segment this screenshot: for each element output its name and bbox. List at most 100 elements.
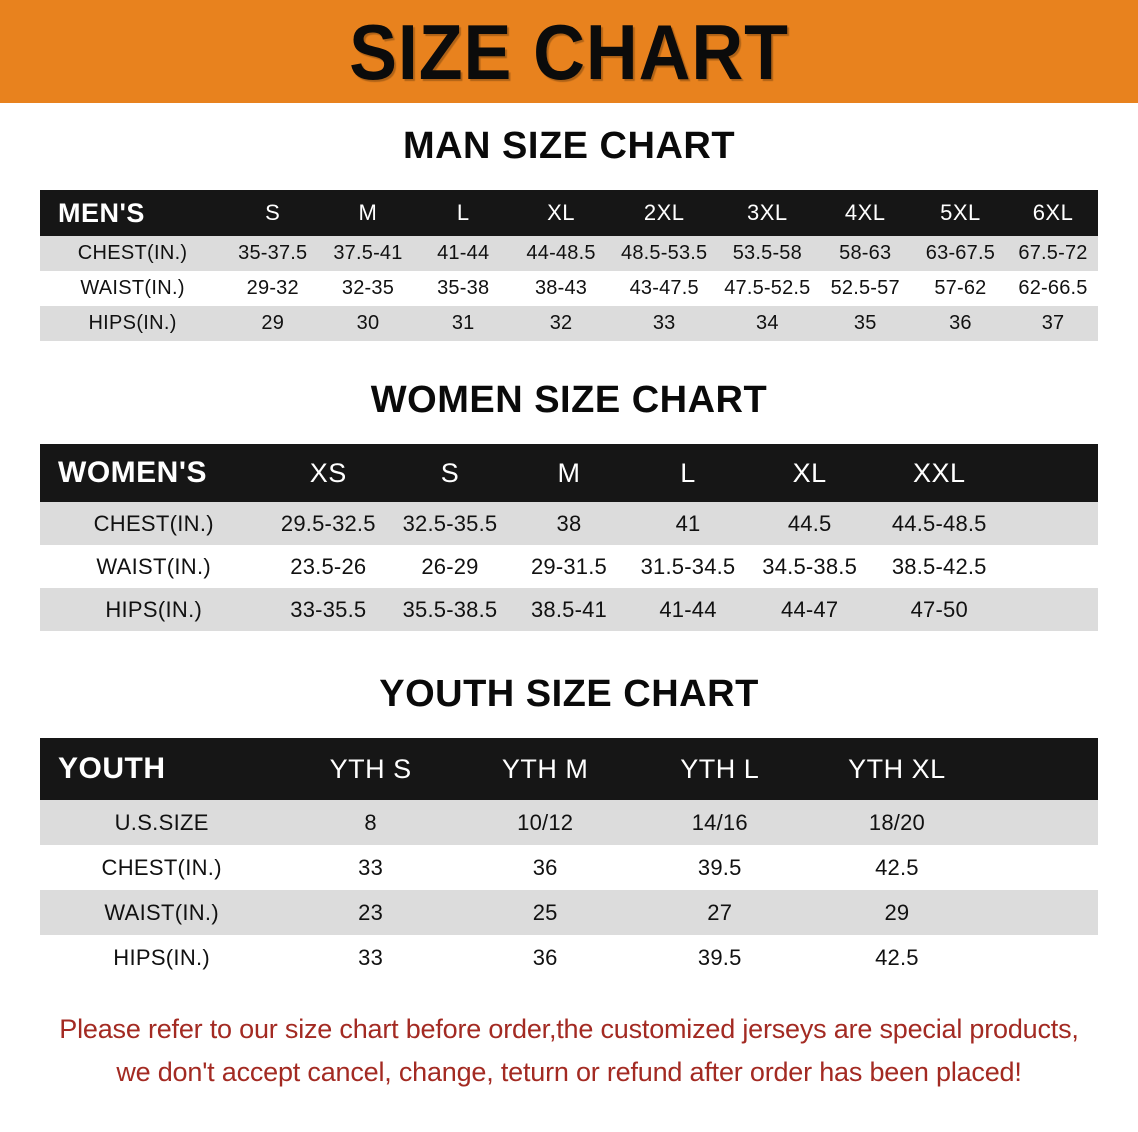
table-row: HIPS(IN.) 33-35.5 35.5-38.5 38.5-41 41-4…	[40, 588, 1098, 631]
women-col-header-empty	[1008, 444, 1098, 502]
cell-empty	[987, 800, 1098, 845]
cell: 57-62	[934, 277, 987, 299]
cell: 35	[853, 312, 877, 334]
women-section-title: WOMEN SIZE CHART	[370, 379, 768, 421]
table-row: HIPS(IN.) 29 30 31 32 33 34 35 36 37	[40, 306, 1098, 341]
cell: 41-44	[659, 596, 717, 622]
man-col-header: L	[456, 200, 470, 225]
cell: 29	[884, 899, 910, 925]
man-col-header: S	[265, 200, 281, 225]
cell: 44-47	[781, 596, 839, 622]
youth-table-header-row: YOUTH YTH S YTH M YTH L YTH XL	[40, 738, 1098, 800]
cell: 42.5	[875, 944, 919, 970]
cell: 58-63	[839, 242, 892, 264]
cell: 32	[549, 312, 573, 334]
cell: 36	[532, 944, 558, 970]
cell: 44-48.5	[526, 242, 596, 264]
cell: 37	[1041, 312, 1065, 334]
youth-section-title: YOUTH SIZE CHART	[379, 673, 759, 715]
cell: 47.5-52.5	[724, 277, 811, 299]
cell: 32.5-35.5	[402, 510, 498, 536]
table-row: HIPS(IN.) 33 36 39.5 42.5	[40, 935, 1098, 980]
cell: 47-50	[910, 596, 968, 622]
cell: 23.5-26	[290, 553, 367, 579]
disclaimer-line-1: Please refer to our size chart before or…	[59, 1014, 1079, 1044]
cell: 38.5-41	[530, 596, 607, 622]
row-label: WAIST(IN.)	[104, 899, 219, 925]
cell-empty	[987, 845, 1098, 890]
cell: 29-31.5	[530, 553, 607, 579]
table-row: CHEST(IN.) 29.5-32.5 32.5-35.5 38 41 44.…	[40, 502, 1098, 545]
man-col-header: 6XL	[1032, 200, 1074, 225]
page-banner: SIZE CHART	[0, 0, 1138, 103]
page-title: SIZE CHART	[349, 7, 789, 96]
disclaimer-line-2: we don't accept cancel, change, teturn o…	[116, 1057, 1022, 1088]
cell: 31.5-34.5	[640, 553, 736, 579]
women-size-table: WOMEN'S XS S M L XL XXL CHEST(IN.) 29.5-…	[40, 444, 1098, 631]
table-row: WAIST(IN.) 23 25 27 29	[40, 890, 1098, 935]
row-label: WAIST(IN.)	[96, 553, 212, 579]
cell: 35-38	[437, 277, 490, 299]
cell: 29-32	[246, 277, 299, 299]
cell-empty	[1008, 545, 1098, 588]
cell: 39.5	[697, 854, 742, 880]
cell: 27	[707, 899, 733, 925]
youth-col-header: YTH M	[501, 753, 589, 784]
cell: 10/12	[517, 809, 574, 835]
cell: 26-29	[421, 553, 479, 579]
women-col-header: S	[440, 457, 460, 488]
cell: 18/20	[868, 809, 925, 835]
cell: 37.5-41	[333, 242, 403, 264]
cell: 44.5-48.5	[891, 510, 987, 536]
youth-corner-label: YOUTH	[58, 752, 166, 785]
cell: 41-44	[437, 242, 490, 264]
women-col-header: XL	[792, 457, 827, 488]
cell: 53.5-58	[732, 242, 802, 264]
women-col-header: XS	[309, 457, 347, 488]
man-col-header: 3XL	[747, 200, 788, 225]
row-label: HIPS(IN.)	[113, 944, 211, 970]
women-table-header-row: WOMEN'S XS S M L XL XXL	[40, 444, 1098, 502]
cell: 23	[358, 899, 384, 925]
man-table-header-row: MEN'S S M L XL 2XL 3XL 4XL 5XL 6XL	[40, 190, 1098, 236]
disclaimer-text: Please refer to our size chart before or…	[24, 1008, 1114, 1094]
youth-col-header-empty	[987, 738, 1098, 800]
youth-size-table: YOUTH YTH S YTH M YTH L YTH XL U.S.SIZE …	[40, 738, 1098, 980]
man-table-wrap: MEN'S S M L XL 2XL 3XL 4XL 5XL 6XL CHEST…	[40, 190, 1098, 341]
cell: 30	[356, 312, 380, 334]
cell: 41	[675, 510, 701, 536]
cell: 31	[451, 312, 475, 334]
women-col-header: L	[680, 457, 696, 488]
cell: 29.5-32.5	[280, 510, 376, 536]
women-col-header: XXL	[912, 457, 966, 488]
man-corner-label: MEN'S	[58, 197, 145, 228]
cell: 63-67.5	[925, 242, 996, 264]
women-corner-label: WOMEN'S	[58, 456, 207, 489]
man-section-title: MAN SIZE CHART	[402, 125, 736, 167]
cell: 29	[261, 312, 285, 334]
cell: 36	[532, 854, 558, 880]
table-row: U.S.SIZE 8 10/12 14/16 18/20	[40, 800, 1098, 845]
cell-empty	[987, 890, 1098, 935]
row-label: U.S.SIZE	[114, 809, 209, 835]
women-table-wrap: WOMEN'S XS S M L XL XXL CHEST(IN.) 29.5-…	[40, 444, 1098, 631]
cell-empty	[987, 935, 1098, 980]
cell: 35-37.5	[238, 242, 308, 264]
cell: 25	[532, 899, 558, 925]
row-label: WAIST(IN.)	[80, 277, 185, 299]
cell: 8	[364, 809, 377, 835]
youth-col-header: YTH L	[680, 753, 760, 784]
cell-empty	[1008, 588, 1098, 631]
man-col-header: 5XL	[940, 200, 981, 225]
table-row: CHEST(IN.) 35-37.5 37.5-41 41-44 44-48.5…	[40, 236, 1098, 271]
man-col-header: 4XL	[844, 200, 886, 225]
cell: 33-35.5	[290, 596, 367, 622]
youth-col-header: YTH XL	[848, 753, 946, 784]
cell: 42.5	[875, 854, 919, 880]
cell: 38	[556, 510, 582, 536]
row-label: HIPS(IN.)	[88, 312, 177, 334]
cell: 32-35	[341, 277, 395, 299]
cell: 34.5-38.5	[762, 553, 858, 579]
cell: 43-47.5	[629, 277, 699, 299]
